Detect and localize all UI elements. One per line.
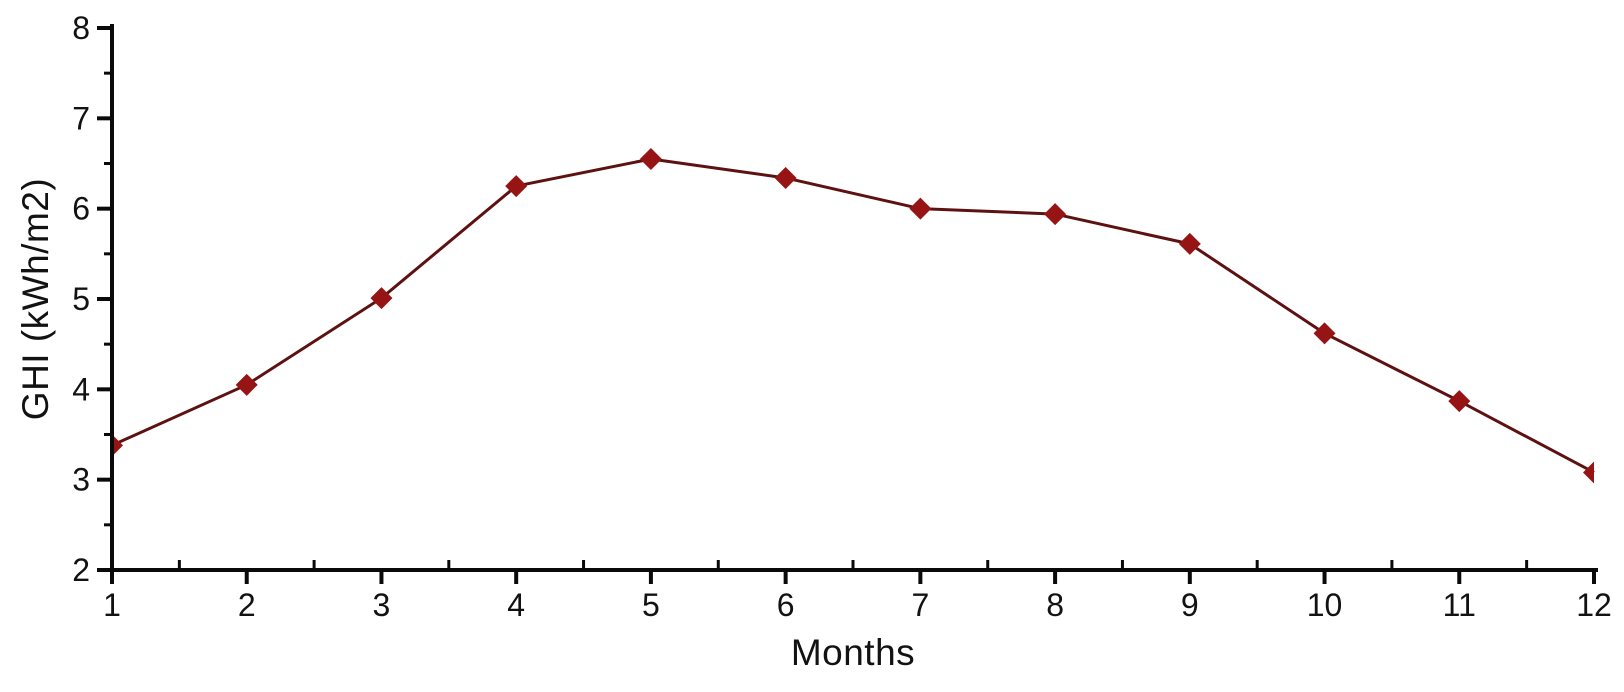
x-tick-label: 12 (1576, 587, 1612, 623)
data-point-marker (1583, 461, 1594, 484)
y-axis-title: GHI (kWh/m2) (15, 177, 56, 421)
x-tick-label: 11 (1443, 587, 1476, 623)
x-tick-label: 3 (373, 587, 391, 623)
x-tick-label: 5 (642, 587, 660, 623)
y-tick-label: 8 (72, 10, 90, 46)
x-axis-title: Months (790, 632, 916, 673)
x-tick-label: 9 (1181, 587, 1199, 623)
y-tick-label: 7 (72, 100, 90, 136)
x-tick-label: 1 (103, 587, 121, 623)
x-tick-label: 4 (507, 587, 525, 623)
y-tick-label: 3 (72, 462, 90, 498)
x-tick-label: 2 (238, 587, 256, 623)
x-tick-label: 10 (1307, 587, 1343, 623)
data-point-marker (1178, 232, 1201, 255)
data-point-marker (235, 373, 258, 396)
y-tick-label: 2 (72, 552, 90, 588)
data-point-marker (909, 197, 932, 220)
data-point-marker (112, 434, 123, 457)
series-line-ghi (111, 157, 1595, 474)
y-tick-label: 6 (72, 191, 90, 227)
x-tick-label: 7 (911, 587, 929, 623)
y-tick-label: 5 (72, 281, 90, 317)
data-point-marker (505, 175, 528, 198)
x-tick-label: 6 (777, 587, 795, 623)
x-tick-label: 8 (1046, 587, 1064, 623)
data-point-marker (774, 166, 797, 189)
data-point-marker (1448, 390, 1471, 413)
data-point-marker (1044, 203, 1067, 226)
data-point-marker (639, 147, 662, 170)
data-point-marker (1313, 322, 1336, 345)
data-point-marker (370, 287, 393, 310)
y-tick-label: 4 (72, 371, 90, 407)
